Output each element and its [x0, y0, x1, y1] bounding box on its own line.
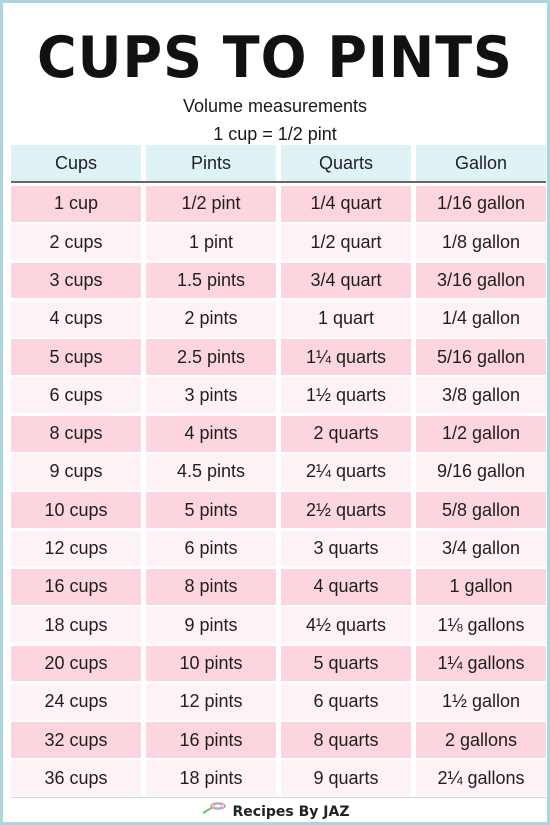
cell-gallon: 5/8 gallon: [416, 492, 546, 529]
subtitle-volume: Volume measurements: [182, 96, 368, 116]
column-header-gallon: Gallon: [416, 145, 546, 181]
table-row: 10 cups 5 pints 2½ quarts 5/8 gallon: [11, 492, 546, 530]
table-row: 1 cup 1/2 pint 1/4 quart 1/16 gallon: [11, 186, 546, 224]
cell-quarts: 1 quart: [281, 300, 411, 337]
cell-quarts: 2½ quarts: [281, 492, 411, 529]
cell-pints: 2 pints: [146, 300, 276, 337]
cell-gallon: 2 gallons: [416, 722, 546, 758]
cell-pints: 1/2 pint: [146, 186, 276, 222]
cell-gallon: 3/16 gallon: [416, 262, 546, 299]
cell-quarts: 8 quarts: [281, 722, 411, 758]
cell-gallon: 1/2 gallon: [416, 415, 546, 452]
page-title: Cups to Pints: [37, 24, 513, 91]
cell-pints: 18 pints: [146, 760, 276, 797]
column-header-cups: Cups: [11, 145, 141, 181]
cell-quarts: 1/4 quart: [281, 186, 411, 222]
cell-pints: 5 pints: [146, 492, 276, 529]
cell-gallon: 1½ gallon: [416, 683, 546, 720]
cell-pints: 16 pints: [146, 722, 276, 758]
cell-gallon: 3/4 gallon: [416, 530, 546, 567]
cell-pints: 1 pint: [146, 224, 276, 261]
table-row: 24 cups 12 pints 6 quarts 1½ gallon: [11, 683, 546, 722]
cell-gallon: 1⅛ gallons: [416, 607, 546, 644]
conversion-table: Cups Pints Quarts Gallon 1 cup 1/2 pint 1/…: [11, 145, 546, 799]
cell-cups: 12 cups: [11, 530, 141, 567]
cell-cups: 24 cups: [11, 683, 141, 720]
cell-cups: 10 cups: [11, 492, 141, 529]
cell-pints: 8 pints: [146, 568, 276, 605]
column-header-pints: Pints: [146, 145, 276, 181]
cell-pints: 1.5 pints: [146, 262, 276, 299]
table-header-row: Cups Pints Quarts Gallon: [11, 145, 546, 181]
cell-pints: 9 pints: [146, 607, 276, 644]
cell-quarts: 6 quarts: [281, 683, 411, 720]
cell-gallon: 1/4 gallon: [416, 300, 546, 337]
table-row: 2 cups 1 pint 1/2 quart 1/8 gallon: [11, 224, 546, 262]
cell-gallon: 1 gallon: [416, 568, 546, 605]
table-row: 4 cups 2 pints 1 quart 1/4 gallon: [11, 300, 546, 339]
table-row: 16 cups 8 pints 4 quarts 1 gallon: [11, 568, 546, 607]
table-row: 20 cups 10 pints 5 quarts 1¼ gallons: [11, 645, 546, 684]
cell-cups: 9 cups: [11, 454, 141, 490]
cell-quarts: 9 quarts: [281, 760, 411, 797]
cell-gallon: 1¼ gallons: [416, 645, 546, 682]
cell-gallon: 1/16 gallon: [416, 186, 546, 222]
cell-cups: 36 cups: [11, 760, 141, 797]
cell-cups: 4 cups: [11, 300, 141, 337]
column-header-quarts: Quarts: [281, 145, 411, 181]
cell-gallon: 9/16 gallon: [416, 454, 546, 490]
cell-gallon: 2¼ gallons: [416, 760, 546, 797]
table-row: 18 cups 9 pints 4½ quarts 1⅛ gallons: [11, 607, 546, 645]
cell-pints: 2.5 pints: [146, 339, 276, 375]
cell-pints: 4 pints: [146, 415, 276, 452]
table-row: 36 cups 18 pints 9 quarts 2¼ gallons: [11, 760, 546, 798]
cell-cups: 16 cups: [11, 568, 141, 605]
footer-divider: [11, 797, 546, 798]
cell-gallon: 1/8 gallon: [416, 224, 546, 261]
cell-pints: 12 pints: [146, 683, 276, 720]
table-row: 3 cups 1.5 pints 3/4 quart 3/16 gallon: [11, 262, 546, 301]
cell-gallon: 5/16 gallon: [416, 339, 546, 375]
cell-quarts: 1½ quarts: [281, 377, 411, 414]
table-row: 6 cups 3 pints 1½ quarts 3/8 gallon: [11, 377, 546, 415]
cell-cups: 6 cups: [11, 377, 141, 414]
cell-pints: 3 pints: [146, 377, 276, 414]
table-row: 12 cups 6 pints 3 quarts 3/4 gallon: [11, 530, 546, 569]
footer-brand: Recipes By JAZ: [3, 801, 547, 822]
cell-quarts: 2¼ quarts: [281, 454, 411, 490]
cell-cups: 2 cups: [11, 224, 141, 261]
cell-cups: 20 cups: [11, 645, 141, 682]
cell-pints: 6 pints: [146, 530, 276, 567]
table-row: 32 cups 16 pints 8 quarts 2 gallons: [11, 722, 546, 760]
cell-cups: 18 cups: [11, 607, 141, 644]
cell-quarts: 2 quarts: [281, 415, 411, 452]
cell-cups: 3 cups: [11, 262, 141, 299]
table-row: 5 cups 2.5 pints 1¼ quarts 5/16 gallon: [11, 339, 546, 377]
cell-cups: 8 cups: [11, 415, 141, 452]
table-body: 1 cup 1/2 pint 1/4 quart 1/16 gallon 2 cups 1…: [11, 186, 546, 799]
cell-gallon: 3/8 gallon: [416, 377, 546, 414]
whisk-icon: [201, 801, 227, 822]
cell-quarts: 1/2 quart: [281, 224, 411, 261]
cell-pints: 4.5 pints: [146, 454, 276, 490]
cell-cups: 1 cup: [11, 186, 141, 222]
cell-quarts: 4 quarts: [281, 568, 411, 605]
cell-quarts: 4½ quarts: [281, 607, 411, 644]
cell-quarts: 5 quarts: [281, 645, 411, 682]
cell-cups: 5 cups: [11, 339, 141, 375]
subtitle-conversion: 1 cup = 1/2 pint: [213, 124, 337, 144]
header-divider: [11, 181, 546, 183]
cell-quarts: 1¼ quarts: [281, 339, 411, 375]
cell-cups: 32 cups: [11, 722, 141, 758]
cell-pints: 10 pints: [146, 645, 276, 682]
cell-quarts: 3 quarts: [281, 530, 411, 567]
cell-quarts: 3/4 quart: [281, 262, 411, 299]
table-row: 8 cups 4 pints 2 quarts 1/2 gallon: [11, 415, 546, 454]
table-row: 9 cups 4.5 pints 2¼ quarts 9/16 gallon: [11, 454, 546, 492]
footer-brand-text: Recipes By JAZ: [232, 803, 350, 820]
